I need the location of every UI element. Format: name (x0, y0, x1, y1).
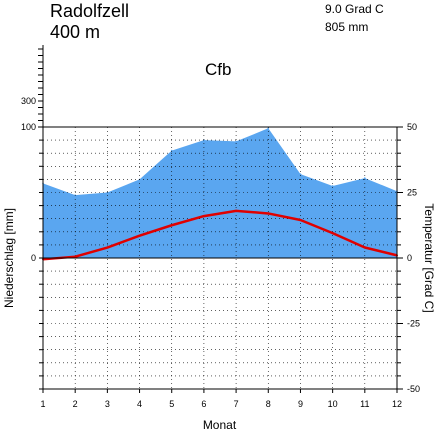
x-tick-label: 4 (137, 399, 142, 409)
temperature-point-2 (74, 255, 77, 258)
precipitation-point-8 (267, 127, 270, 130)
temperature-point-11 (363, 246, 366, 249)
x-tick-label: 6 (201, 399, 206, 409)
x-tick-label: 2 (73, 399, 78, 409)
x-tick-label: 1 (40, 399, 45, 409)
left-tick-label: 300 (21, 96, 36, 106)
climate-classification: Cfb (205, 60, 231, 79)
temperature-point-6 (202, 215, 205, 218)
x-tick-label: 7 (234, 399, 239, 409)
x-tick-label: 10 (328, 399, 338, 409)
x-tick-label: 11 (360, 399, 369, 409)
right-tick-label: 25 (407, 188, 417, 198)
right-tick-label: 0 (407, 253, 412, 263)
temperature-point-5 (170, 224, 173, 227)
temperature-point-3 (106, 246, 109, 249)
temperature-point-10 (331, 232, 334, 235)
left-axis-label: Niederschlag [mm] (2, 208, 16, 308)
x-axis-label: Monat (203, 418, 237, 430)
temperature-point-9 (299, 219, 302, 222)
temperature-point-4 (138, 234, 141, 237)
precipitation-area (43, 128, 397, 258)
precipitation-point-7 (235, 140, 237, 143)
left-tick-label: 0 (31, 253, 36, 263)
precipitation-point-11 (364, 177, 366, 179)
right-axis-label: Temperatur [Grad C] (422, 203, 436, 312)
left-tick-label: 100 (21, 122, 36, 132)
x-tick-label: 5 (169, 399, 174, 409)
temperature-point-8 (267, 212, 270, 215)
right-tick-label: 50 (407, 122, 417, 132)
station-name: Radolfzell (50, 1, 129, 21)
precipitation-point-10 (331, 185, 334, 187)
x-tick-label: 3 (105, 399, 110, 409)
mean-temperature: 9.0 Grad C (325, 2, 384, 16)
precipitation-point-5 (170, 149, 173, 152)
x-tick-label: 12 (392, 399, 402, 409)
annual-precipitation: 805 mm (325, 20, 368, 34)
right-tick-label: -25 (407, 319, 420, 329)
station-elevation: 400 m (50, 22, 100, 42)
right-tick-label: -50 (407, 384, 420, 394)
x-tick-label: 9 (298, 399, 303, 409)
precipitation-point-9 (299, 173, 302, 175)
x-tick-label: 8 (266, 399, 271, 409)
temperature-line (42, 209, 398, 261)
temperature-point-7 (235, 209, 238, 212)
